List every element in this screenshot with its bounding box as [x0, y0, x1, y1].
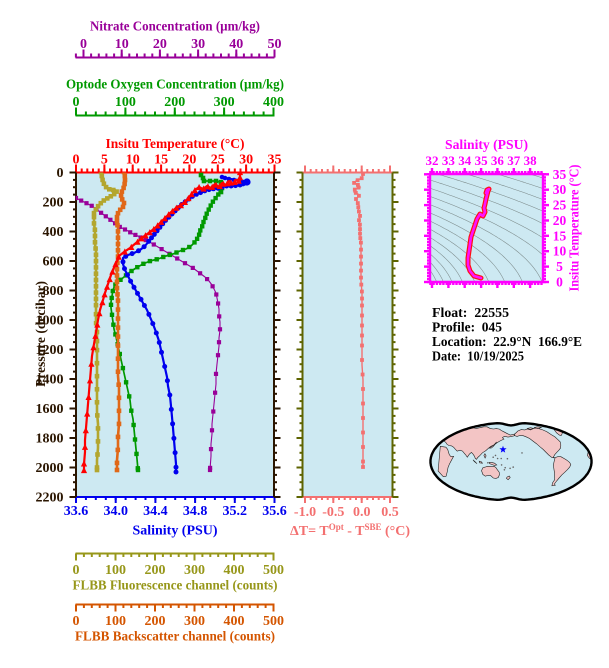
- svg-text:200: 200: [145, 614, 166, 629]
- svg-text:Profile: 045: Profile: 045: [432, 321, 502, 336]
- svg-text:FLBB Fluorescence channel (cou: FLBB Fluorescence channel (counts): [73, 579, 278, 594]
- svg-text:ΔT= TOpt - TSBE (°C): ΔT= TOpt - TSBE (°C): [290, 522, 410, 539]
- svg-text:0: 0: [73, 95, 80, 110]
- svg-text:25: 25: [553, 198, 567, 213]
- svg-text:200: 200: [43, 196, 64, 211]
- svg-text:Pressure (decibar): Pressure (decibar): [34, 281, 49, 387]
- svg-text:38: 38: [524, 153, 538, 168]
- svg-text:2000: 2000: [36, 461, 64, 476]
- svg-text:15: 15: [154, 153, 168, 168]
- svg-text:100: 100: [105, 563, 126, 578]
- svg-text:300: 300: [184, 614, 205, 629]
- svg-text:0.5: 0.5: [381, 505, 399, 520]
- svg-text:34.4: 34.4: [143, 504, 168, 519]
- svg-text:33.6: 33.6: [64, 504, 89, 519]
- svg-text:Optode Oxygen Concentration (µ: Optode Oxygen Concentration (µm/kg): [66, 78, 284, 93]
- svg-text:35: 35: [268, 153, 282, 168]
- svg-text:0: 0: [73, 153, 80, 168]
- svg-text:100: 100: [105, 614, 126, 629]
- svg-text:600: 600: [43, 255, 64, 270]
- svg-text:FLBB Backscatter channel (coun: FLBB Backscatter channel (counts): [75, 630, 275, 645]
- svg-text:Salinity (PSU): Salinity (PSU): [445, 137, 528, 152]
- svg-text:Date: 10/19/2025: Date: 10/19/2025: [432, 350, 524, 365]
- svg-text:Insitu Temperature (°C): Insitu Temperature (°C): [106, 137, 245, 152]
- svg-text:10: 10: [115, 37, 129, 52]
- svg-text:Float: 22555: Float: 22555: [432, 306, 509, 321]
- svg-text:35.6: 35.6: [262, 504, 287, 519]
- svg-text:30: 30: [239, 153, 253, 168]
- svg-text:30: 30: [191, 37, 205, 52]
- svg-text:36: 36: [491, 153, 505, 168]
- svg-text:10: 10: [126, 153, 140, 168]
- svg-text:0: 0: [73, 563, 80, 578]
- svg-text:200: 200: [164, 95, 185, 110]
- svg-text:Nitrate Concentration (µm/kg): Nitrate Concentration (µm/kg): [90, 20, 260, 35]
- svg-text:0: 0: [73, 614, 80, 629]
- svg-text:50: 50: [268, 37, 282, 52]
- svg-text:-0.5: -0.5: [322, 505, 344, 520]
- svg-text:0: 0: [57, 166, 64, 181]
- svg-text:1000: 1000: [36, 314, 64, 329]
- svg-text:800: 800: [43, 284, 64, 299]
- svg-text:-1.0: -1.0: [294, 505, 316, 520]
- svg-text:1600: 1600: [36, 402, 64, 417]
- svg-text:35.2: 35.2: [223, 504, 248, 519]
- svg-text:1200: 1200: [36, 343, 64, 358]
- svg-text:33: 33: [442, 153, 456, 168]
- svg-text:300: 300: [214, 95, 235, 110]
- svg-text:35: 35: [553, 167, 567, 182]
- svg-text:30: 30: [553, 182, 567, 197]
- svg-text:35: 35: [475, 153, 489, 168]
- svg-text:20: 20: [153, 37, 167, 52]
- svg-text:2200: 2200: [36, 491, 64, 506]
- svg-text:0.0: 0.0: [353, 505, 371, 520]
- svg-text:300: 300: [184, 563, 205, 578]
- svg-text:34: 34: [458, 153, 472, 168]
- svg-text:1800: 1800: [36, 432, 64, 447]
- svg-text:40: 40: [229, 37, 243, 52]
- svg-text:400: 400: [263, 95, 284, 110]
- svg-text:200: 200: [145, 563, 166, 578]
- svg-text:1400: 1400: [36, 373, 64, 388]
- svg-text:100: 100: [115, 95, 136, 110]
- svg-text:10: 10: [553, 244, 567, 259]
- svg-text:Salinity (PSU): Salinity (PSU): [133, 524, 218, 539]
- svg-text:0: 0: [556, 275, 563, 290]
- svg-text:5: 5: [101, 153, 108, 168]
- svg-text:400: 400: [224, 563, 245, 578]
- svg-text:Insitu Temperature (°C): Insitu Temperature (°C): [567, 165, 582, 292]
- svg-text:400: 400: [43, 225, 64, 240]
- svg-text:20: 20: [553, 213, 567, 228]
- svg-text:400: 400: [224, 614, 245, 629]
- svg-text:0: 0: [80, 37, 87, 52]
- svg-text:15: 15: [553, 228, 567, 243]
- svg-text:34.0: 34.0: [103, 504, 128, 519]
- svg-text:500: 500: [263, 563, 284, 578]
- svg-text:20: 20: [182, 153, 196, 168]
- svg-text:37: 37: [507, 153, 521, 168]
- svg-text:500: 500: [263, 614, 284, 629]
- svg-text:25: 25: [211, 153, 225, 168]
- svg-text:Location: 22.9°N 166.9°E: Location: 22.9°N 166.9°E: [432, 335, 582, 350]
- svg-text:34.8: 34.8: [183, 504, 208, 519]
- svg-text:5: 5: [556, 259, 563, 274]
- svg-text:32: 32: [426, 153, 439, 168]
